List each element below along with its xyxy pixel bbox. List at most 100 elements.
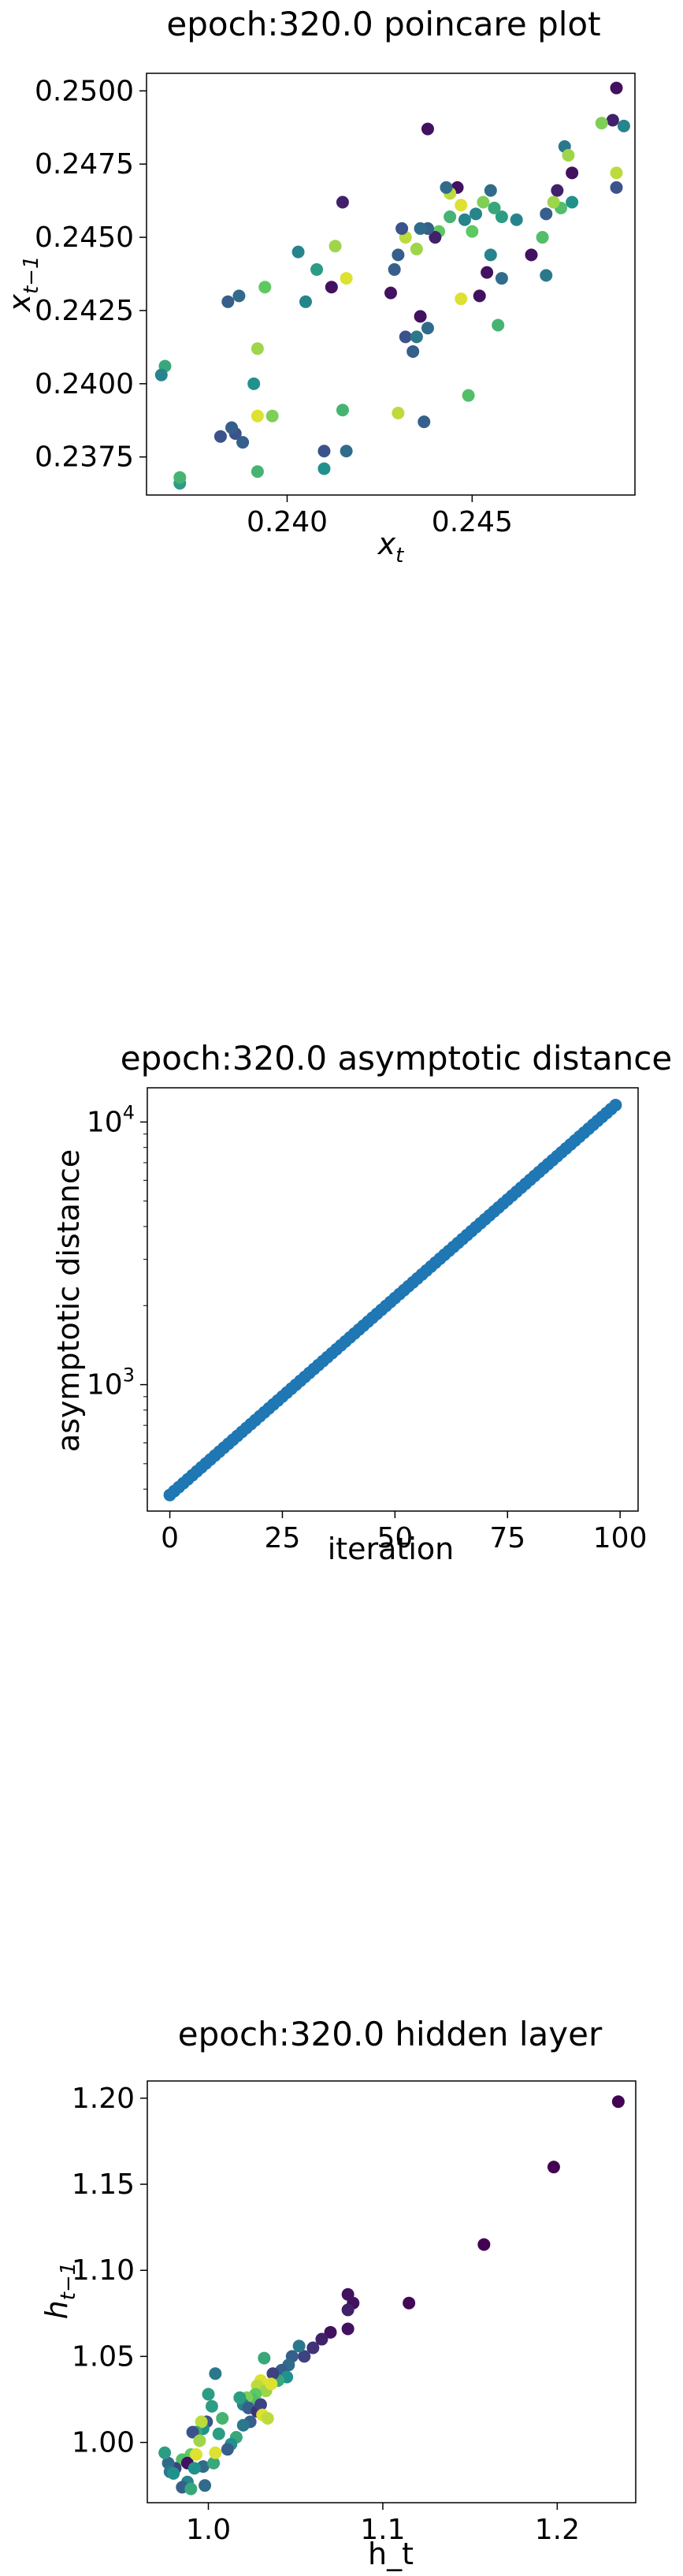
- poincare-point: [455, 292, 468, 306]
- hidden-layer-xlabel: h_t: [368, 2537, 414, 2571]
- poincare-point: [336, 404, 349, 417]
- poincare-ylabel: xt−1: [2, 255, 43, 312]
- asymptotic-ytick-base: 10: [87, 1106, 123, 1138]
- hidden-layer-point: [233, 2391, 247, 2404]
- asymptotic-xticks: 0 25 50 75 100: [161, 1511, 647, 1554]
- poincare-point: [251, 409, 264, 423]
- hidden-layer-point: [207, 2456, 221, 2470]
- poincare-point: [329, 240, 342, 253]
- hidden-layer-ylabel-base: h: [39, 2300, 74, 2319]
- poincare-ytick-label: 0.2500: [35, 75, 134, 107]
- asymptotic-xtick-label: 0: [161, 1522, 179, 1554]
- poincare-ytick-label: 0.2400: [35, 368, 134, 400]
- hidden-layer-xtick-label: 1.1: [360, 2514, 405, 2546]
- hidden-layer-ytick-label: 1.05: [72, 2340, 135, 2373]
- poincare-point: [392, 248, 405, 262]
- asymptotic-ytick-exponent: 3: [123, 1364, 135, 1387]
- hidden-layer-points: [158, 2095, 625, 2496]
- poincare-point: [317, 445, 331, 458]
- poincare-point: [536, 231, 549, 244]
- hidden-layer-point: [254, 2398, 267, 2411]
- hidden-layer-point: [258, 2351, 271, 2365]
- poincare-point: [421, 322, 434, 335]
- asymptotic-xtick-label: 25: [265, 1522, 301, 1554]
- asymptotic-xtick-label: 100: [593, 1522, 648, 1554]
- hidden-layer-point: [324, 2325, 337, 2339]
- poincare-point: [258, 281, 272, 294]
- poincare-point: [410, 242, 423, 255]
- poincare-title: epoch:320.0 poincare plot: [166, 5, 600, 43]
- poincare-point: [547, 195, 560, 209]
- hidden-layer-point: [341, 2322, 354, 2336]
- poincare-point: [336, 195, 349, 209]
- hidden-layer-point: [306, 2341, 320, 2355]
- poincare-point: [388, 262, 401, 276]
- hidden-layer-ytick-label: 1.10: [72, 2254, 135, 2287]
- asymptotic-points: [163, 1098, 622, 1502]
- hidden-layer-point: [266, 2367, 280, 2381]
- poincare-point: [232, 289, 246, 303]
- poincare-point: [236, 436, 250, 449]
- asymptotic-title: epoch:320.0 asymptotic distance: [121, 1039, 672, 1078]
- poincare-point: [418, 415, 431, 429]
- poincare-point: [251, 465, 264, 478]
- poincare-point: [395, 221, 409, 235]
- poincare-point: [484, 184, 497, 197]
- hidden-layer-ylabel-sub: t−1: [57, 2262, 80, 2301]
- poincare-point: [340, 272, 353, 285]
- hidden-layer-point: [202, 2388, 215, 2401]
- hidden-layer-point: [184, 2482, 198, 2496]
- hidden-layer-point: [477, 2238, 491, 2251]
- poincare-point: [488, 201, 501, 214]
- poincare-point: [421, 122, 434, 136]
- hidden-layer-ytick-label: 1.20: [72, 2083, 135, 2115]
- poincare-point: [154, 368, 168, 382]
- poincare-point: [566, 195, 579, 209]
- poincare-point: [414, 310, 427, 323]
- poincare-xlabel: xt: [377, 527, 405, 568]
- poincare-point: [610, 166, 623, 180]
- poincare-point: [414, 221, 427, 235]
- hidden-layer-point: [216, 2412, 229, 2425]
- asymptotic-ytick-label: 103: [87, 1364, 135, 1402]
- poincare-point: [617, 119, 630, 132]
- poincare-point: [440, 181, 453, 194]
- poincare-point: [213, 430, 227, 443]
- poincare-point: [392, 406, 405, 419]
- poincare-xtick-label: 0.240: [247, 506, 328, 538]
- asymptotic-ylabel: asymptotic distance: [51, 1149, 86, 1452]
- poincare-xticks: 0.240 0.245: [247, 495, 513, 538]
- poincare-point: [458, 213, 471, 226]
- hidden-layer-point: [209, 2367, 222, 2381]
- poincare-ytick-label: 0.2450: [35, 221, 134, 254]
- poincare-point: [510, 213, 523, 226]
- poincare-point: [470, 207, 483, 221]
- poincare-point: [406, 344, 420, 358]
- poincare-ytick-label: 0.2375: [35, 441, 134, 474]
- hidden-layer-point: [265, 2377, 278, 2391]
- hidden-layer-point: [199, 2479, 212, 2492]
- hidden-layer-point: [212, 2427, 225, 2440]
- hidden-layer-point: [221, 2443, 234, 2456]
- poincare-point: [325, 281, 338, 294]
- poincare-point: [492, 318, 505, 332]
- poincare-point: [225, 421, 239, 434]
- poincare-point: [317, 462, 331, 475]
- hidden-layer-point: [292, 2340, 306, 2353]
- poincare-ytick-label: 0.2475: [35, 148, 134, 181]
- hidden-layer-point: [403, 2296, 416, 2310]
- asymptotic-ytick-label: 104: [87, 1101, 135, 1138]
- poincare-point: [566, 166, 579, 180]
- poincare-chart: epoch:320.0 poincare plot 0.240 0.245 0.2…: [2, 5, 636, 568]
- poincare-point: [251, 342, 264, 356]
- poincare-xlabel-base: x: [377, 527, 396, 561]
- asymptotic-plot-frame: [147, 1087, 639, 1512]
- poincare-point: [606, 114, 619, 127]
- poincare-point: [221, 295, 235, 308]
- poincare-point: [462, 389, 475, 402]
- poincare-point: [444, 210, 457, 224]
- hidden-layer-ytick-label: 1.15: [72, 2168, 135, 2201]
- poincare-point: [551, 184, 564, 197]
- poincare-point: [265, 409, 279, 423]
